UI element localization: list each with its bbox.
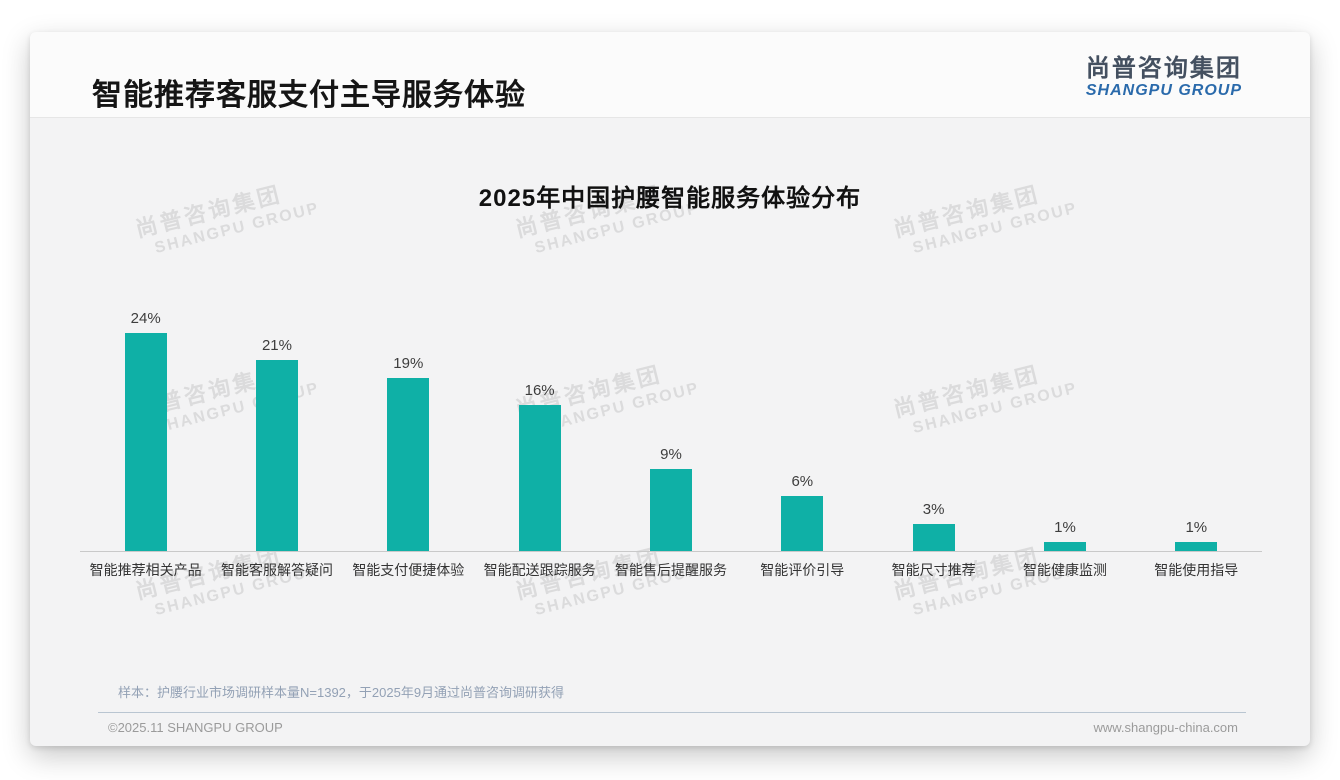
bar-value-label: 6% — [791, 473, 814, 490]
x-axis-label: 智能使用指导 — [1154, 562, 1239, 578]
bar — [387, 378, 430, 551]
logo-english-text: SHANGPU GROUP — [1085, 82, 1242, 100]
bar-column: 19% — [343, 355, 474, 551]
bar — [1175, 542, 1218, 551]
company-logo: 尚普咨询集团 SHANGPU GROUP — [1085, 55, 1242, 100]
bar-column: 24% — [80, 310, 211, 551]
bar-column: 3% — [868, 501, 999, 551]
page-title: 智能推荐客服支付主导服务体验 — [92, 79, 526, 112]
bar-value-label: 24% — [130, 310, 161, 327]
footer: ©2025.11 SHANGPU GROUP www.shangpu-china… — [108, 720, 1238, 735]
x-axis-labels: 智能推荐相关产品 智能客服解答疑问 智能支付便捷体验 智能配送跟踪服务 智能售后提醒服务… — [80, 560, 1262, 580]
bar — [912, 524, 955, 551]
bar-column: 1% — [999, 519, 1130, 551]
x-axis-label: 智能推荐相关产品 — [89, 562, 202, 578]
x-axis-label: 智能配送跟踪服务 — [483, 562, 596, 578]
x-axis-label: 智能支付便捷体验 — [352, 562, 465, 578]
sample-note: 样本：护腰行业市场调研样本量N=1392，于2025年9月通过尚普咨询调研获得 — [118, 685, 565, 700]
bar — [518, 405, 561, 551]
bar-value-label: 16% — [524, 382, 555, 399]
x-axis-label: 智能尺寸推荐 — [891, 562, 976, 578]
bar-column: 6% — [737, 473, 868, 551]
logo-chinese-text: 尚普咨询集团 — [1085, 55, 1242, 82]
slide-card: 智能推荐客服支付主导服务体验 尚普咨询集团 SHANGPU GROUP 2025… — [30, 32, 1310, 746]
bar-value-label: 3% — [922, 501, 945, 518]
bar — [124, 333, 167, 551]
footer-divider — [98, 712, 1246, 713]
x-axis-label: 智能售后提醒服务 — [614, 562, 727, 578]
bar — [1043, 542, 1086, 551]
bar-value-label: 9% — [660, 446, 682, 463]
bar-value-label: 19% — [393, 355, 424, 372]
bar — [649, 469, 692, 551]
header-band — [30, 32, 1310, 118]
bar-value-label: 1% — [1054, 519, 1076, 536]
bar-column: 9% — [605, 446, 736, 551]
website-url[interactable]: www.shangpu-china.com — [1093, 720, 1238, 735]
bar-column: 16% — [474, 382, 605, 551]
copyright-text: ©2025.11 SHANGPU GROUP — [108, 720, 283, 735]
bar-value-label: 21% — [261, 337, 292, 354]
x-axis-label: 智能健康监测 — [1022, 562, 1107, 578]
x-axis-label: 智能客服解答疑问 — [220, 562, 333, 578]
bar-chart: 24% 21% 19% 16% 9% 6% 3% 1% 1% — [80, 302, 1262, 551]
bar — [781, 496, 824, 551]
bar-value-label: 1% — [1185, 519, 1208, 536]
x-axis-label: 智能评价引导 — [760, 562, 845, 578]
chart-title: 2025年中国护腰智能服务体验分布 — [478, 185, 862, 212]
bar-column: 21% — [211, 337, 342, 551]
bar-column: 1% — [1131, 519, 1262, 551]
x-axis-line — [80, 551, 1262, 552]
bar — [255, 360, 298, 551]
